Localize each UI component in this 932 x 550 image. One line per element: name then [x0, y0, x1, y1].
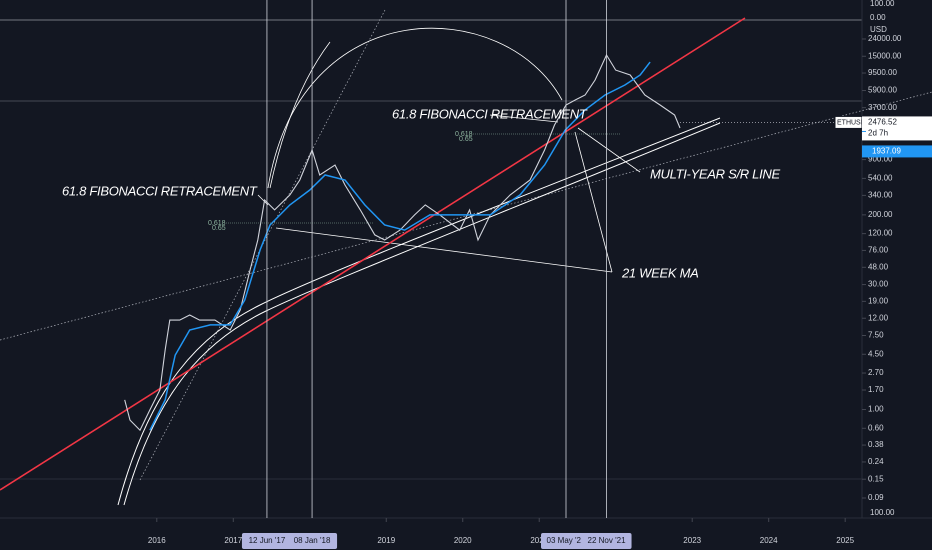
y-tick-label: 0.60 [868, 423, 884, 432]
y-tick-label: 0.24 [868, 457, 884, 466]
y-tick-label: 120.00 [868, 229, 893, 238]
fib-label: 0.618 [208, 220, 226, 227]
x-tick-label: 2024 [760, 536, 778, 545]
series-line [124, 53, 681, 432]
y-tick-label: 3700.00 [868, 103, 897, 112]
y-tick-label: 48.00 [868, 262, 889, 271]
y-tick-label: 900.00 [868, 155, 893, 164]
y-tick-label: 2.70 [868, 368, 884, 377]
fib-label: 0.618 [455, 131, 473, 138]
symbol-tag: ETHUSD [837, 119, 866, 126]
y-tick-label: 7.50 [868, 331, 884, 340]
fib-label: 0.65 [212, 225, 226, 232]
y-tick-label: 12.00 [868, 313, 889, 322]
y-tick-label: 5900.00 [868, 86, 897, 95]
annotation: 61.8 FIBONACCI RETRACEMENT [62, 183, 258, 198]
x-tick-label: 2020 [454, 536, 472, 545]
dotted-line [139, 9, 386, 481]
trend-line [0, 17, 746, 491]
sr-curve [117, 117, 721, 506]
x-tick-label: 2021 [530, 536, 548, 545]
x-tick-label: 2017 [224, 536, 242, 545]
marker-label: 03 May '21 [547, 536, 586, 545]
drawings [0, 0, 932, 519]
marker-label: 12 Jun '17 [249, 536, 286, 545]
scale-label: 0.00 [870, 13, 886, 22]
y-tick-label: 0.15 [868, 474, 884, 483]
y-tick-label: 9500.00 [868, 68, 897, 77]
ma-tag: 1937.09 [872, 147, 901, 156]
y-tick-label: 76.00 [868, 246, 889, 255]
unit-label: USD [870, 25, 887, 34]
x-tick-label: 2016 [148, 536, 166, 545]
marker-label: 22 Nov '21 [588, 536, 627, 545]
marker-label-bg [540, 533, 591, 549]
price-tag-bg [862, 116, 932, 141]
series-line [149, 61, 651, 431]
x-tick-label: 2019 [377, 536, 395, 545]
y-tick-label: 1.70 [868, 385, 884, 394]
x-tick-label: 2025 [836, 536, 854, 545]
price-tag: 2476.52 [868, 118, 897, 127]
y-tick-label: 340.00 [868, 190, 893, 199]
sr-curve [123, 122, 721, 506]
y-tick-label: 200.00 [868, 210, 893, 219]
y-tick-label: 4.50 [868, 349, 884, 358]
y-tick-label: 30.00 [868, 280, 889, 289]
annotation: MULTI-YEAR S/R LINE [650, 166, 780, 181]
arrow [574, 131, 613, 273]
scale-label: 100.00 [870, 508, 895, 517]
y-tick-label: 1.00 [868, 405, 884, 414]
marker-label-bg [581, 533, 632, 549]
y-tick-label: 540.00 [868, 173, 893, 182]
countdown: 2d 7h [868, 129, 888, 138]
y-tick-label: 15000.00 [868, 51, 902, 60]
arrow [275, 227, 613, 273]
arrow [257, 194, 269, 206]
y-tick-label: 19.00 [868, 296, 889, 305]
y-tick-label: 24000.00 [868, 34, 902, 43]
x-tick-label: 2023 [683, 536, 701, 545]
annotation: 61.8 FIBONACCI RETRACEMENT [392, 106, 588, 121]
arc-arrow [269, 41, 331, 189]
marker-label-bg [241, 533, 292, 549]
y-tick-label: 0.38 [868, 440, 884, 449]
arrow [489, 114, 559, 123]
fib-label: 0.65 [459, 136, 473, 143]
y-tick-label: 0.09 [868, 493, 884, 502]
marker-label-bg [287, 533, 338, 549]
marker-label: 08 Jan '18 [294, 536, 331, 545]
scale-label: 100.00 [870, 0, 895, 8]
arrow [577, 127, 641, 173]
annotation: 21 WEEK MA [621, 265, 698, 280]
ma-tag-bg [862, 145, 932, 158]
